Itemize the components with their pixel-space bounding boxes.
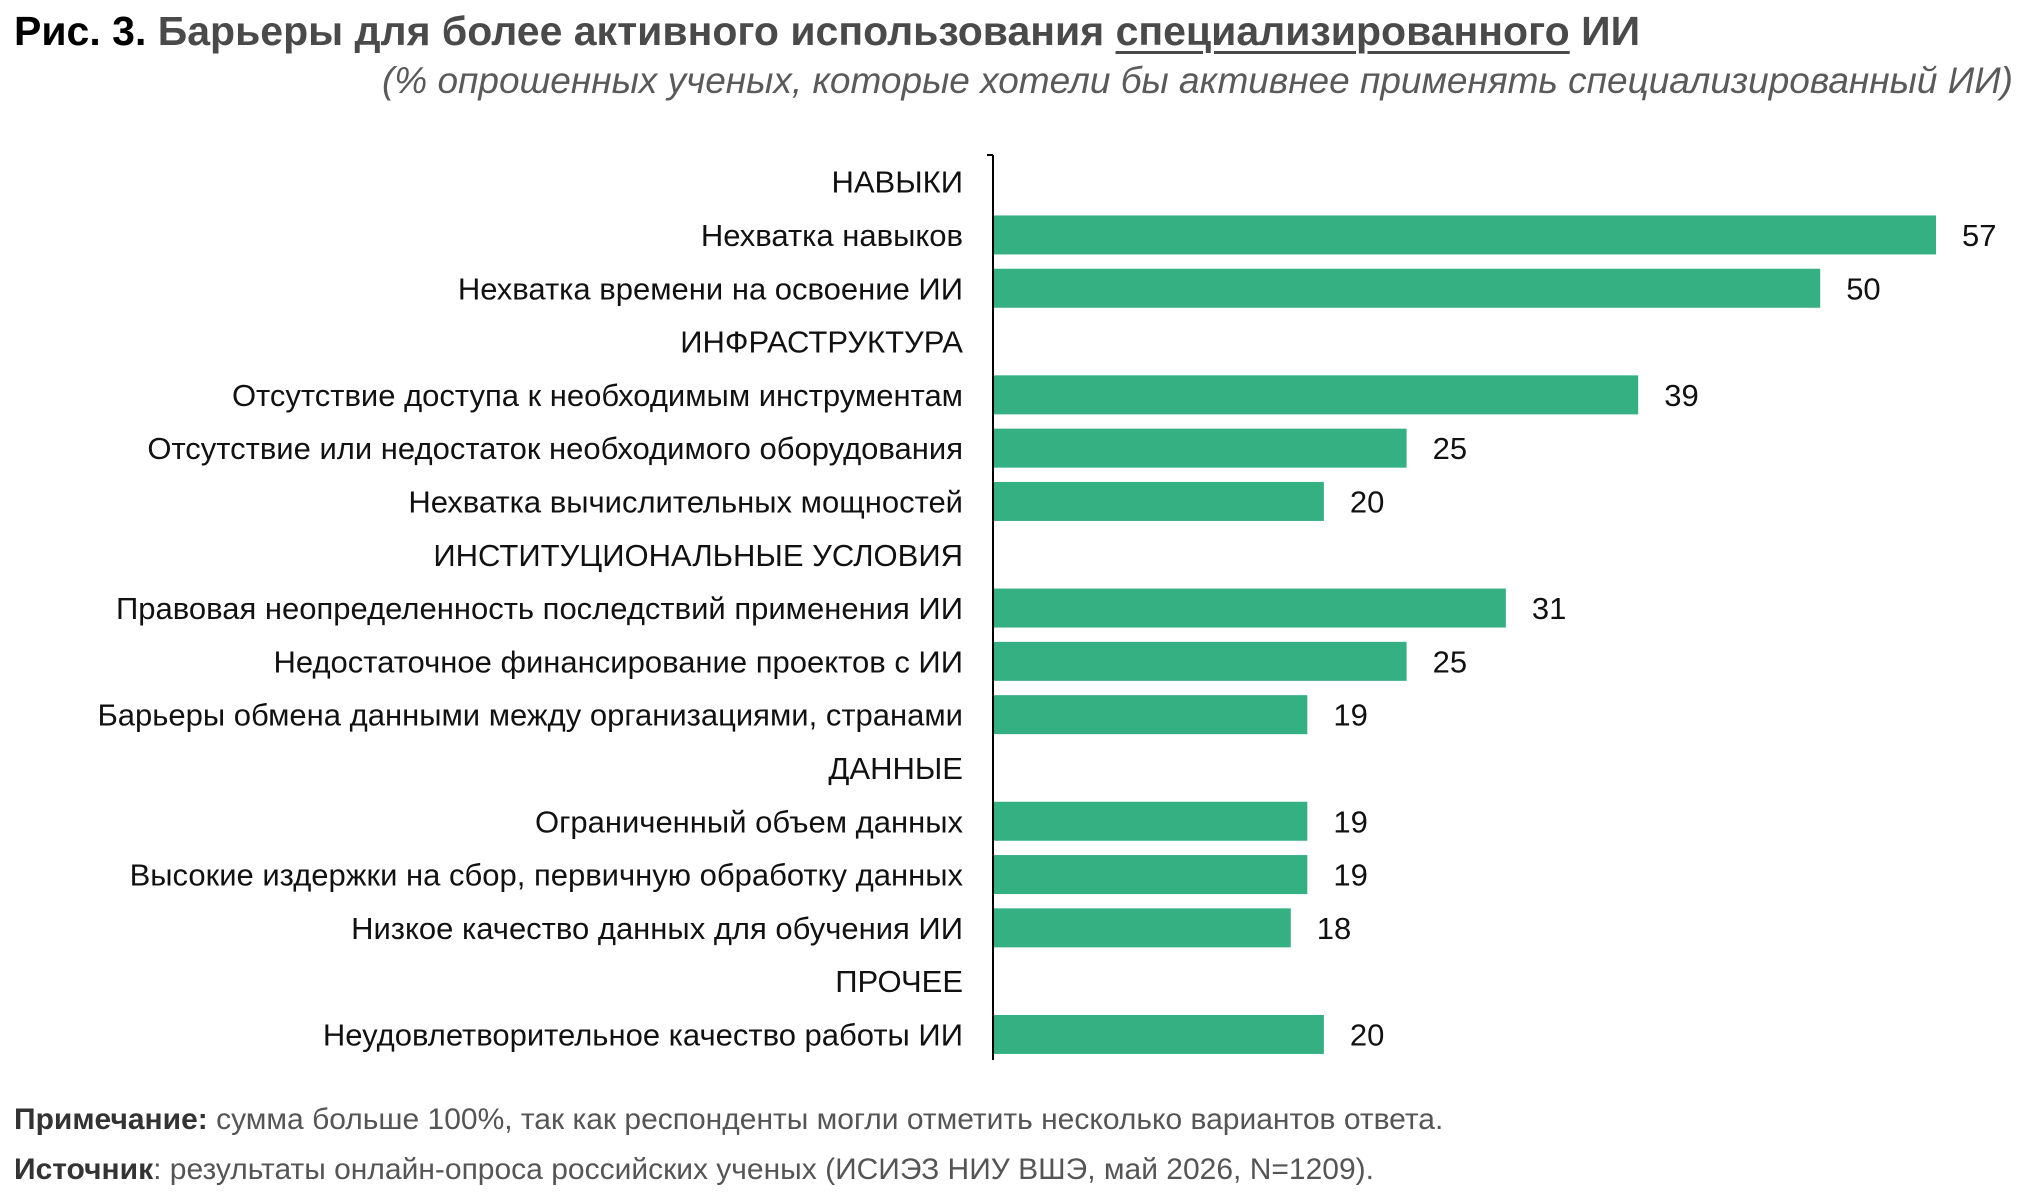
bar (993, 588, 1506, 628)
category-label: Правовая неопределенность последствий пр… (116, 591, 963, 626)
bar (993, 375, 1639, 415)
bar (993, 268, 1821, 308)
bar (993, 428, 1407, 468)
category-label: Нехватка вычислительных мощностей (408, 484, 963, 519)
data-label: 19 (1333, 698, 1367, 733)
category-header-label: ДАННЫЕ (828, 751, 963, 786)
bar (993, 695, 1308, 735)
figure-number: Рис. 3. (14, 8, 147, 54)
category-header-label: ПРОЧЕЕ (835, 964, 963, 999)
data-label: 25 (1433, 644, 1467, 679)
bar (993, 1014, 1324, 1054)
bar (993, 801, 1308, 841)
figure-title: Рис. 3. Барьеры для более активного испо… (14, 8, 1640, 55)
category-label: Нехватка времени на освоение ИИ (458, 271, 963, 306)
data-label: 25 (1433, 431, 1467, 466)
category-label: Низкое качество данных для обучения ИИ (351, 911, 963, 946)
category-label: Высокие издержки на сбор, первичную обра… (130, 858, 964, 893)
category-label: Ограниченный объем данных (535, 804, 964, 839)
bar-chart: НАВЫКИ Нехватка навыков 57 Нехватка времени… (97, 154, 1996, 1060)
source-label: Источник (14, 1153, 154, 1186)
category-label: Отсутствие или недостаток необходимого о… (147, 431, 963, 466)
category-header-label: ИНСТИТУЦИОНАЛЬНЫЕ УСЛОВИЯ (433, 538, 963, 573)
bar (993, 481, 1324, 521)
category-label: Неудовлетворительное качество работы ИИ (323, 1017, 963, 1052)
category-header-label: НАВЫКИ (831, 165, 963, 200)
data-label: 50 (1846, 271, 1880, 306)
figure-subtitle: (% опрошенных ученых, которые хотели бы … (381, 60, 2013, 101)
data-label: 18 (1317, 911, 1351, 946)
data-label: 31 (1532, 591, 1566, 626)
category-label: Барьеры обмена данными между организация… (97, 698, 963, 733)
title-underlined: специализированного (1115, 8, 1570, 54)
data-label: 20 (1350, 1017, 1384, 1052)
source-text: : результаты онлайн-опроса российских уч… (153, 1153, 1374, 1186)
title-suffix: ИИ (1581, 8, 1641, 54)
data-label: 57 (1962, 218, 1996, 253)
category-label: Отсутствие доступа к необходимым инструм… (232, 378, 963, 413)
note-text: сумма больше 100%, так как респонденты м… (207, 1103, 1444, 1136)
data-label: 19 (1333, 858, 1367, 893)
data-label: 20 (1350, 484, 1384, 519)
note: Примечание: сумма больше 100%, так как р… (14, 1103, 1443, 1137)
note-label: Примечание: (14, 1103, 208, 1136)
title-main: Барьеры для более активного использовани… (157, 8, 1105, 54)
bar (993, 855, 1308, 895)
source: Источник: результаты онлайн-опроса росси… (14, 1153, 1374, 1187)
category-label: Недостаточное финансирование проектов с … (274, 644, 963, 679)
bar (993, 215, 1936, 255)
category-label: Нехватка навыков (701, 218, 963, 253)
data-label: 39 (1664, 378, 1698, 413)
data-label: 19 (1333, 804, 1367, 839)
bar (993, 641, 1407, 681)
category-header-label: ИНФРАСТРУКТУРА (680, 325, 963, 360)
bar (993, 908, 1291, 948)
